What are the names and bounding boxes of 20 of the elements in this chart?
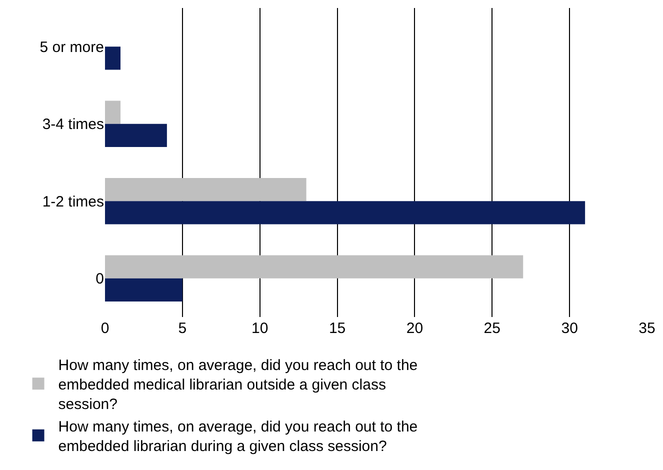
bar <box>105 278 182 302</box>
y-tick-label: 0 <box>96 270 104 288</box>
bar <box>105 100 120 124</box>
legend-label: How many times, on average, did you reach out to the embedded medical librarian outside a given class session? <box>58 357 418 413</box>
x-tick-label: 25 <box>484 320 500 337</box>
bar <box>105 178 306 202</box>
x-tick-label: 20 <box>406 320 424 337</box>
y-tick-label: 1-2 times <box>42 193 104 210</box>
bar <box>105 255 524 278</box>
x-tick-label: 5 <box>178 320 187 337</box>
bar <box>105 201 586 224</box>
bar <box>105 46 120 70</box>
legend-label: How many times, on average, did you reach out to the embedded librarian during a given class session? <box>58 418 418 455</box>
bar <box>105 124 167 148</box>
y-tick-label: 5 or more <box>40 38 104 56</box>
x-tick-label: 30 <box>561 320 578 337</box>
x-tick-label: 15 <box>328 320 346 337</box>
y-tick-label: 3-4 times <box>42 116 104 134</box>
x-tick-label: 35 <box>638 320 656 337</box>
x-tick-label: 10 <box>252 320 268 337</box>
